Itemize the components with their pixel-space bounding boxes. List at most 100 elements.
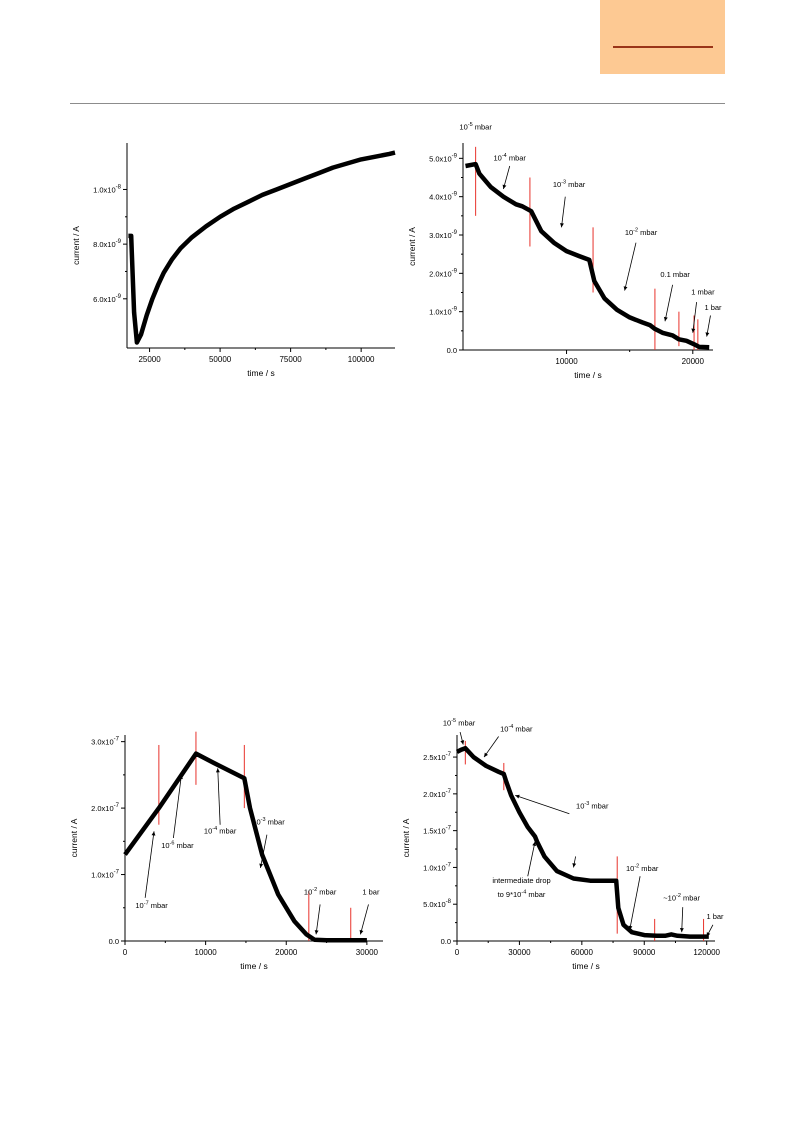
x-tick-label: 30000 — [356, 948, 379, 957]
annotation-arrow — [629, 876, 641, 931]
y-tick-label: 0.0 — [441, 937, 451, 946]
annotation-arrowhead — [572, 863, 577, 868]
annotation-arrowhead — [502, 184, 507, 189]
pressure-label: 10-2 mbar — [625, 228, 658, 238]
pressure-label: 10-2 mbar — [626, 864, 659, 874]
pressure-label: 1 bar — [706, 912, 724, 921]
y-tick-label: 3.0x10-7 — [91, 737, 120, 747]
pressure-label: 10-7 mbar — [135, 900, 168, 910]
pressure-label: 1 mbar — [691, 287, 715, 296]
header-underline — [613, 46, 713, 48]
annotation-arrowhead — [706, 932, 711, 937]
x-axis-label: time / s — [247, 368, 274, 378]
x-axis-label: time / s — [574, 370, 601, 380]
annotation-arrowhead — [259, 863, 264, 868]
y-tick-label: 1.0x10-8 — [93, 184, 122, 194]
annotation-arrow — [483, 736, 499, 758]
annotation-arrowhead — [663, 316, 668, 322]
pressure-label: 10-6 mbar — [161, 840, 194, 850]
x-axis-label: time / s — [240, 961, 267, 971]
x-tick-label: 30000 — [508, 948, 531, 957]
x-tick-label: 120000 — [693, 948, 720, 957]
annotation-arrow — [360, 904, 369, 935]
annotation-arrow — [527, 841, 536, 877]
annotation-arrowhead — [532, 841, 537, 847]
y-tick-label: 2.5x10-7 — [423, 752, 452, 762]
y-axis-label: current / A — [69, 818, 79, 857]
annotation-arrowhead — [705, 332, 710, 337]
pressure-label: 10-5 mbar — [459, 122, 492, 131]
annotation-arrow — [681, 907, 684, 933]
pressure-label: ~10-2 mbar — [663, 893, 700, 903]
pressure-label: intermediate drop — [492, 876, 550, 885]
y-tick-label: 5.0x10-8 — [423, 899, 452, 909]
y-tick-label: 3.0x10-9 — [429, 230, 458, 240]
pressure-label: 10-4 mbar — [204, 826, 237, 836]
y-tick-label: 1.0x10-7 — [423, 862, 452, 872]
pressure-label: 1 bar — [362, 887, 380, 896]
y-tick-label: 2.0x10-9 — [429, 268, 458, 278]
pressure-label: 10-3 mbar — [553, 180, 586, 190]
annotation-arrow — [315, 904, 321, 935]
annotation-arrow — [561, 196, 566, 228]
y-tick-label: 1.0x10-7 — [91, 870, 120, 880]
y-axis-label: current / A — [71, 226, 81, 265]
annotation-arrow — [664, 284, 673, 322]
annotation-arrowhead — [460, 740, 465, 745]
y-tick-label: 2.0x10-7 — [91, 803, 120, 813]
series-line — [123, 751, 367, 943]
x-tick-label: 10000 — [555, 357, 578, 366]
annotation-arrowhead — [623, 286, 628, 291]
header-color-box — [600, 0, 725, 74]
annotation-arrowhead — [628, 925, 633, 930]
pressure-label: 0.1 mbar — [660, 270, 690, 279]
annotation-arrow — [217, 768, 221, 825]
pressure-label: 10-3 mbar — [252, 817, 285, 827]
y-tick-label: 2.0x10-7 — [423, 789, 452, 799]
y-tick-label: 0.0 — [447, 346, 457, 355]
y-tick-label: 8.0x10-9 — [93, 239, 122, 249]
series-line — [128, 150, 396, 345]
x-tick-label: 50000 — [209, 355, 232, 364]
x-tick-label: 20000 — [275, 948, 298, 957]
annotation-arrowhead — [314, 930, 319, 935]
pressure-label: 1 bar — [704, 303, 722, 312]
pressure-label: 10-2 mbar — [304, 887, 337, 897]
annotation-arrow — [692, 302, 697, 333]
annotation-arrowhead — [560, 223, 564, 228]
pressure-label: 10-4 mbar — [500, 724, 533, 734]
x-tick-label: 60000 — [571, 948, 594, 957]
annotation-arrowhead — [178, 774, 183, 780]
annotation-arrow — [172, 774, 182, 839]
header-rule — [70, 103, 725, 104]
x-tick-label: 100000 — [348, 355, 375, 364]
chart-3: 0 10000 20000 30000 0.0 1.0x10-7 2.0x10-7 3.0x1… — [69, 731, 383, 971]
chart-1: 25000 50000 75000 100000 6.0x10-9 8.0x10-9 1.0… — [71, 143, 396, 378]
annotation-arrowhead — [215, 768, 220, 773]
x-tick-label: 20000 — [682, 357, 705, 366]
y-tick-label: 6.0x10-9 — [93, 294, 122, 304]
pressure-label: 10-3 mbar — [576, 801, 609, 811]
y-tick-label: 0.0 — [109, 937, 119, 946]
chart-2: 10000 20000 0.0 1.0x10-9 2.0x10-9 3.0x10-9 4.0… — [407, 122, 722, 380]
y-tick-label: 5.0x10-9 — [429, 153, 458, 163]
annotation-arrowhead — [691, 328, 696, 333]
annotation-arrowhead — [484, 752, 488, 758]
chart-4: 0 30000 60000 90000 120000 0.0 5.0x10-8 1.0x10-… — [401, 718, 724, 971]
series-line — [465, 161, 710, 350]
y-axis-label: current / A — [407, 227, 417, 266]
annotation-arrow — [515, 794, 570, 815]
x-tick-label: 75000 — [279, 355, 302, 364]
y-tick-label: 1.0x10-9 — [429, 307, 458, 317]
annotation-arrow — [624, 242, 637, 291]
y-tick-label: 4.0x10-9 — [429, 192, 458, 202]
x-tick-label: 25000 — [138, 355, 161, 364]
annotation-arrow — [144, 831, 155, 898]
y-tick-label: 1.5x10-7 — [423, 826, 452, 836]
pressure-label: 10-5 mbar — [443, 718, 476, 728]
annotation-arrowhead — [359, 929, 364, 935]
annotation-arrow — [260, 834, 268, 868]
x-tick-label: 10000 — [195, 948, 218, 957]
x-axis-label: time / s — [572, 961, 599, 971]
series-line — [455, 745, 709, 939]
